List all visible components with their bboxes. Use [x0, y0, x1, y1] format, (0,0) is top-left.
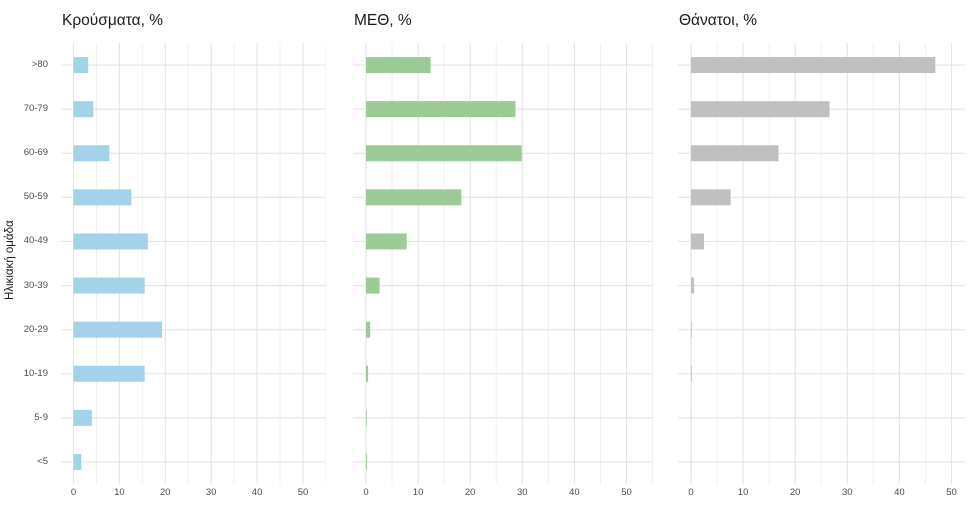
y-tick-label: 10-19	[23, 367, 48, 379]
x-tick-label: 0	[70, 487, 77, 498]
bar-<5	[366, 453, 368, 470]
x-tick-label: 30	[842, 487, 853, 498]
bar-60-69	[366, 145, 522, 162]
bar-40-49	[691, 233, 705, 250]
x-tick-label: 40	[894, 487, 905, 498]
panel-title-deaths: Θάνατοι, %	[679, 12, 758, 29]
x-axis: 0 10 20 30 40 50	[678, 484, 965, 506]
bar-20-29	[73, 321, 163, 338]
x-tick-label: 40	[569, 487, 580, 498]
panel-deaths: Θάνατοι, % 0 10 20 30 40 50	[678, 0, 965, 519]
x-tick-label: 10	[114, 487, 125, 498]
x-tick-label: 10	[737, 487, 749, 498]
panel-title-icu: ΜΕΘ, %	[354, 12, 412, 29]
bar-70-79	[73, 101, 94, 118]
x-tick-label: 30	[205, 487, 217, 498]
plot-area	[353, 43, 653, 484]
y-tick-label: 30-39	[23, 279, 48, 291]
bar-<5	[73, 453, 82, 470]
panel-icu: ΜΕΘ, % 0 10 20 30 40 50	[353, 0, 653, 519]
x-tick-label: 0	[363, 487, 369, 498]
x-axis: 0 10 20 30 40 50	[353, 484, 653, 506]
bar-5-9	[366, 409, 367, 426]
bar-20-29	[691, 321, 692, 338]
bar-5-9	[73, 409, 92, 426]
x-tick-label: 20	[160, 487, 171, 498]
y-axis-tick-labels: >80 70-79 60-69 50-59 40-49 30-39 20-29 10-19 5-…	[0, 43, 56, 484]
x-tick-label: 50	[297, 487, 309, 498]
x-tick-label: 40	[251, 487, 263, 498]
bar-40-49	[366, 233, 407, 250]
bar-10-19	[366, 365, 369, 382]
bar-70-79	[691, 101, 830, 118]
x-tick-label: 50	[946, 487, 957, 498]
panel-cases: Κρούσματα, % 0 10 20 30 40 50	[61, 0, 326, 519]
x-tick-label: 30	[517, 487, 528, 498]
x-axis: 0 10 20 30 40 50	[61, 484, 326, 506]
bar-30-39	[366, 277, 380, 294]
y-tick-label: 20-29	[23, 323, 48, 335]
bar-50-59	[691, 189, 731, 206]
bar-60-69	[691, 145, 779, 162]
y-tick-label: 5-9	[34, 411, 48, 423]
x-tick-label: 50	[621, 487, 632, 498]
y-tick-label: 40-49	[23, 235, 48, 247]
y-tick-label: >80	[31, 59, 48, 71]
bar-50-59	[73, 189, 132, 206]
y-tick-label: 60-69	[23, 147, 48, 159]
bar-30-39	[73, 277, 145, 294]
plot-area	[678, 43, 965, 484]
bar-10-19	[691, 365, 692, 382]
x-tick-label: 0	[688, 487, 694, 498]
y-tick-label: <5	[37, 455, 48, 467]
bar-20-29	[366, 321, 371, 338]
y-tick-label: 70-79	[23, 103, 48, 115]
bar->80	[691, 57, 936, 74]
x-tick-label: 10	[412, 487, 424, 498]
bar-10-19	[73, 365, 145, 382]
bar->80	[73, 57, 89, 74]
x-tick-label: 20	[464, 487, 476, 498]
bar-50-59	[366, 189, 462, 206]
x-tick-label: 20	[789, 487, 801, 498]
bar->80	[366, 57, 431, 74]
y-tick-label: 50-59	[23, 191, 48, 203]
bar-40-49	[73, 233, 148, 250]
bar-60-69	[73, 145, 110, 162]
bar-30-39	[691, 277, 695, 294]
plot-area	[61, 43, 326, 484]
panel-title-cases: Κρούσματα, %	[62, 12, 163, 29]
bar-70-79	[366, 101, 516, 118]
